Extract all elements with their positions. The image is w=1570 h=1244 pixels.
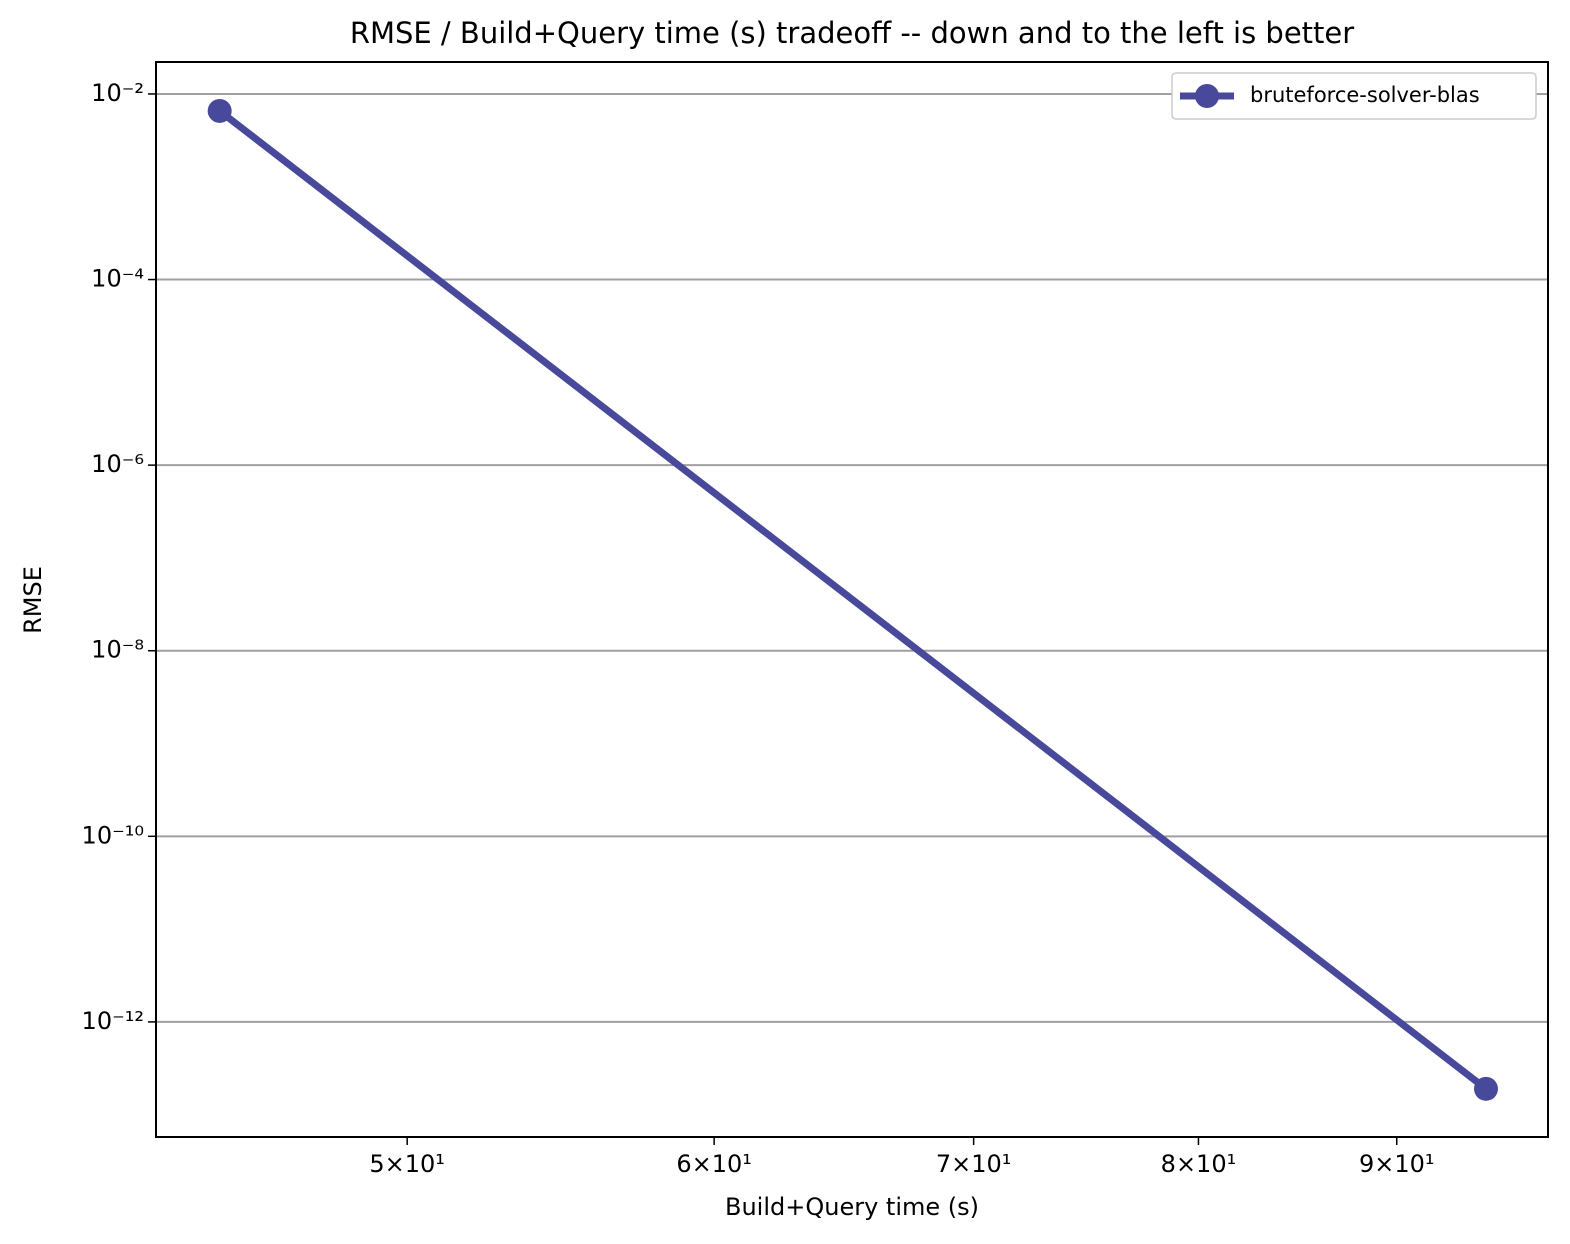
plot-frame (155, 61, 1549, 1138)
x-tick-label: 7×10¹ (936, 1150, 1012, 1178)
y-tick-label: 10⁻⁸ (91, 636, 144, 664)
y-tick-label: 10⁻⁶ (91, 450, 144, 478)
x-tick-label: 8×10¹ (1161, 1150, 1237, 1178)
data-point (1474, 1076, 1499, 1101)
legend-box (1171, 72, 1537, 120)
chart-title: RMSE / Build+Query time (s) tradeoff -- … (350, 16, 1354, 50)
series-line (217, 108, 1489, 1092)
legend-marker (1195, 84, 1219, 108)
y-tick-label: 10⁻¹² (82, 1007, 144, 1035)
x-tick-label: 6×10¹ (676, 1150, 752, 1178)
y-tick-label: 10⁻² (91, 79, 144, 107)
y-axis-label: RMSE (19, 566, 47, 634)
x-tick-label: 5×10¹ (369, 1150, 445, 1178)
legend-label: bruteforce-solver-blas (1250, 83, 1480, 107)
y-tick-label: 10⁻⁴ (91, 265, 144, 293)
y-tick-label: 10⁻¹⁰ (82, 821, 144, 849)
data-point (207, 98, 232, 123)
x-tick-label: 9×10¹ (1359, 1150, 1435, 1178)
x-axis-label: Build+Query time (s) (725, 1193, 979, 1221)
